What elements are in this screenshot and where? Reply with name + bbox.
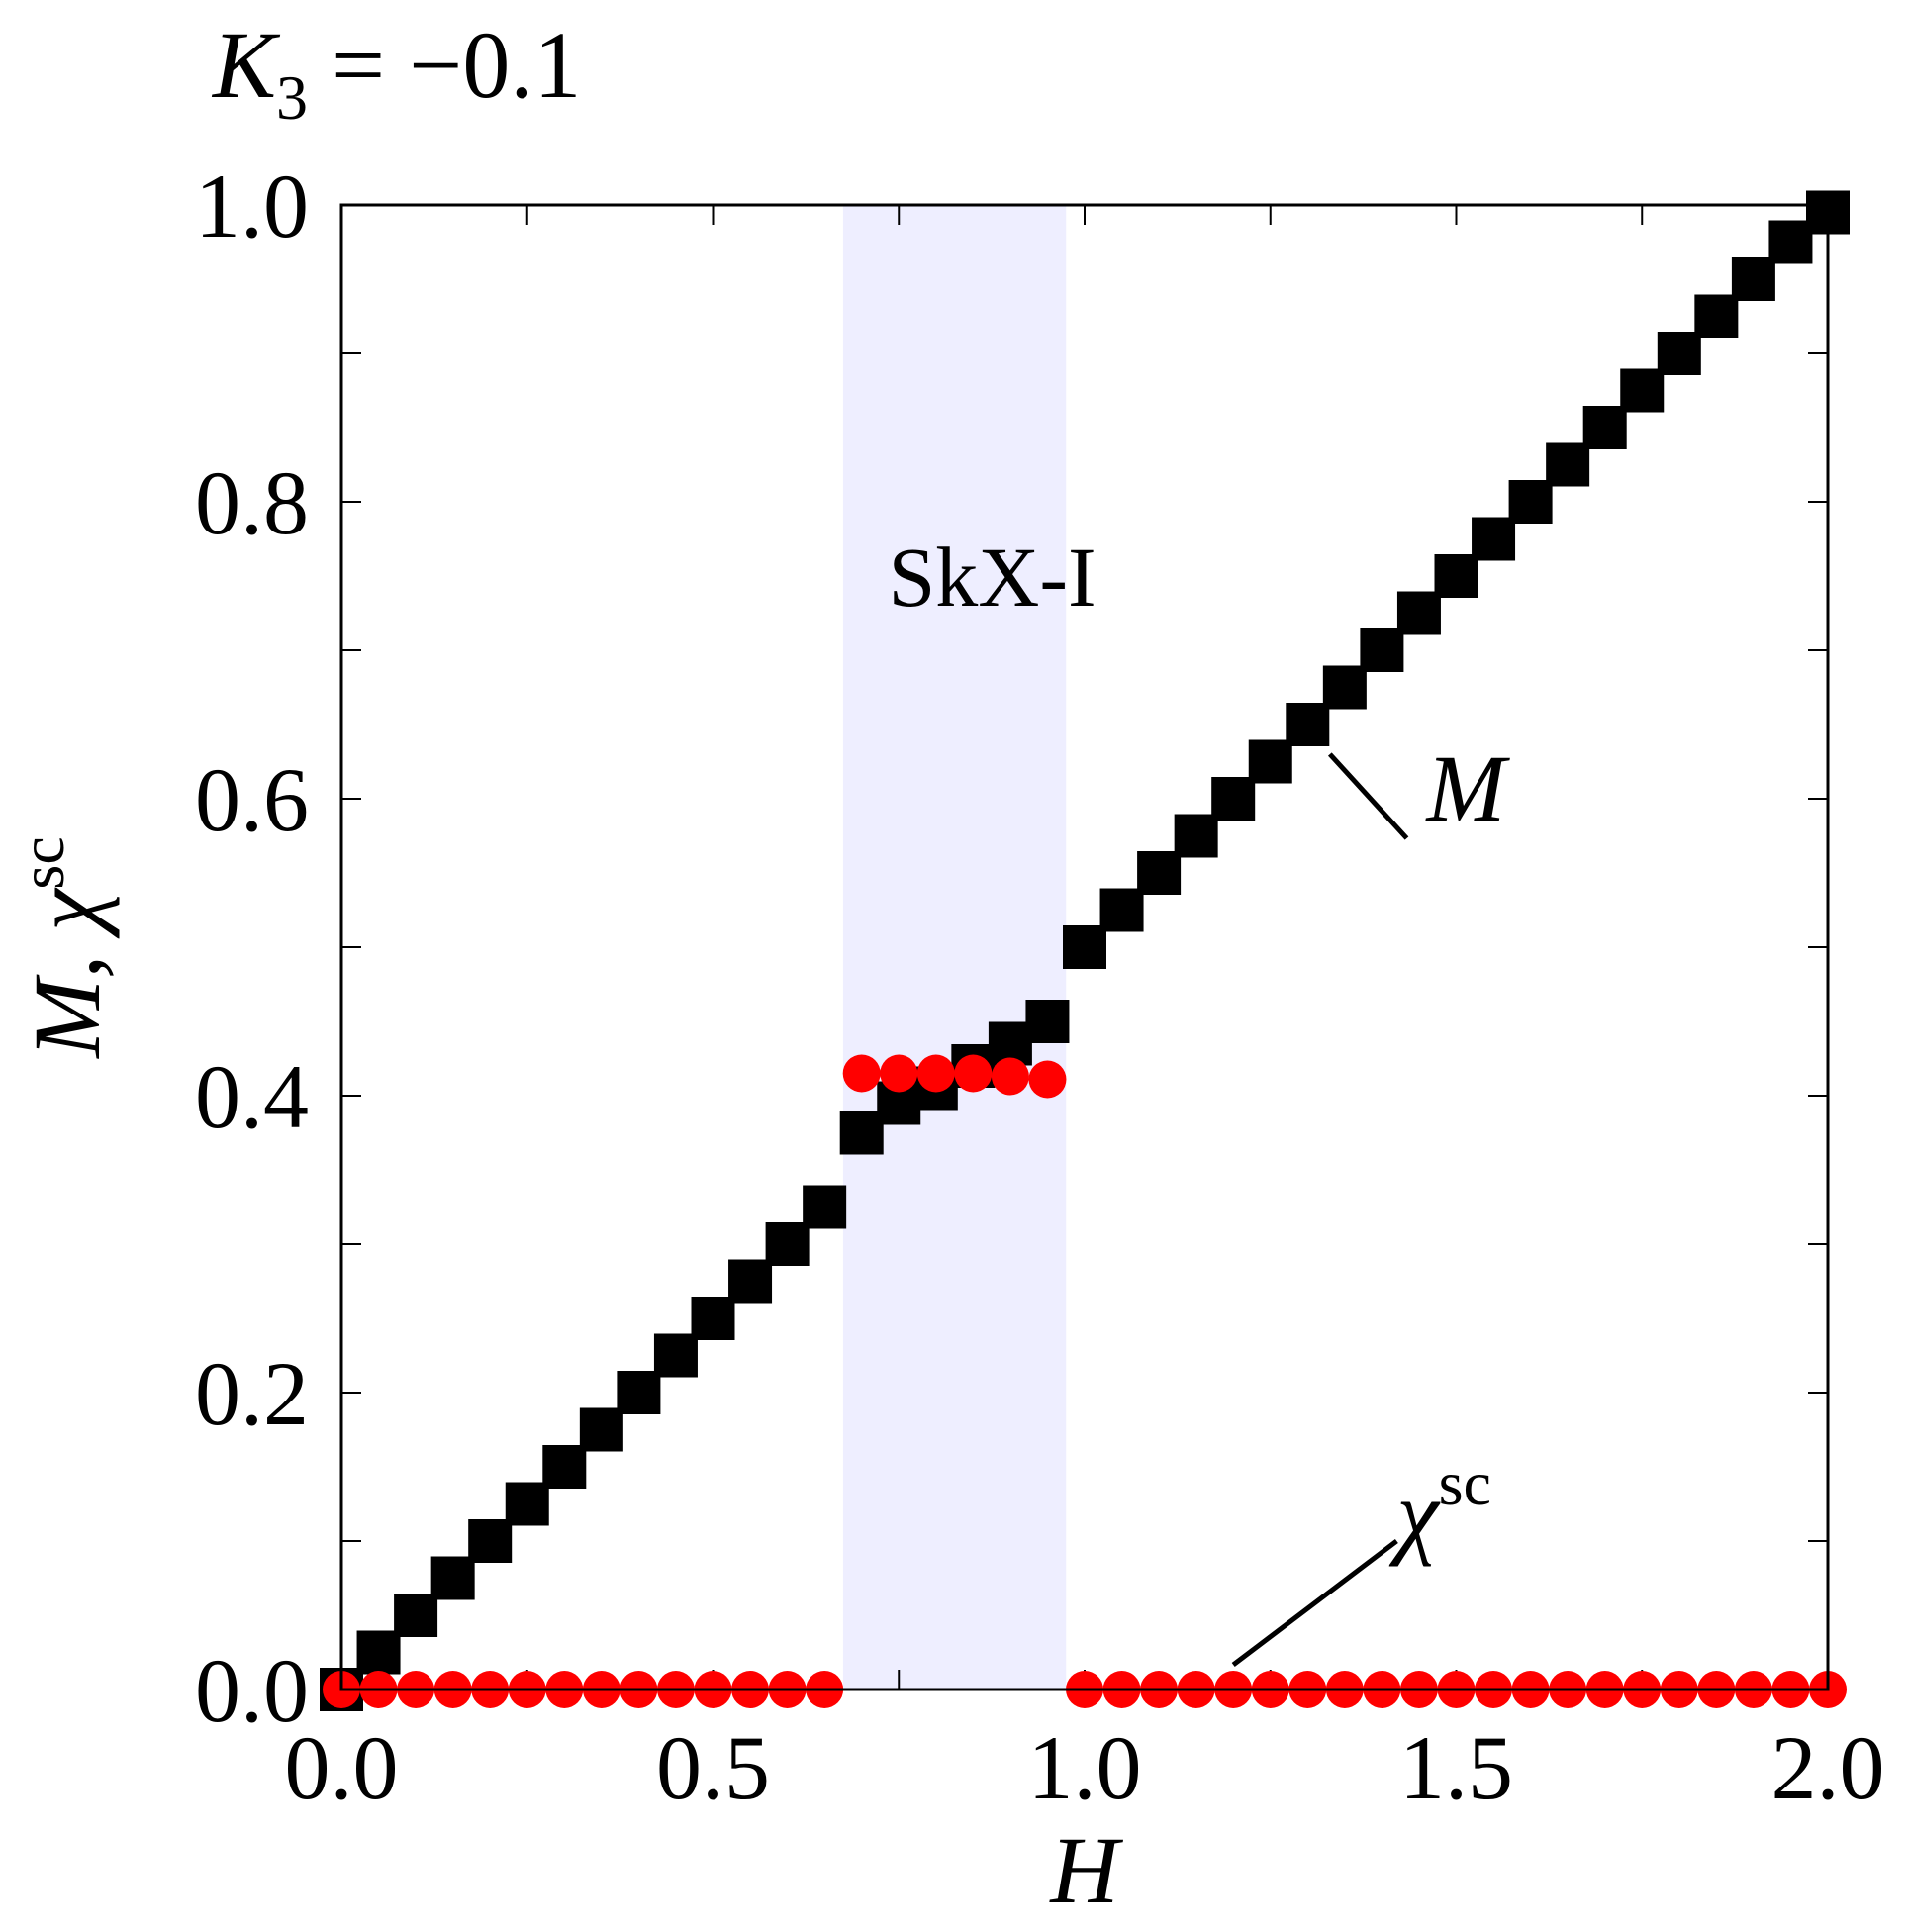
m-annotation-label: M xyxy=(1425,735,1511,841)
y-tick-label: 1.0 xyxy=(195,155,309,256)
m-point xyxy=(765,1222,810,1266)
chi-annotation-label: χsc xyxy=(1388,1448,1491,1567)
m-point xyxy=(617,1371,661,1414)
m-point xyxy=(505,1482,549,1526)
m-annotation-leader xyxy=(1327,752,1409,840)
m-point xyxy=(1582,406,1627,449)
x-tick-label: 0.0 xyxy=(285,1717,399,1818)
m-point xyxy=(1508,480,1553,524)
m-point xyxy=(1286,703,1330,746)
chi-point xyxy=(916,1054,955,1093)
parameter-label: K3 = −0.1 xyxy=(211,12,581,133)
chi-point xyxy=(1028,1060,1067,1099)
m-point xyxy=(1360,628,1404,672)
chi-point xyxy=(991,1057,1029,1096)
y-tick-label: 0.6 xyxy=(195,749,309,850)
x-tick-label: 2.0 xyxy=(1771,1717,1885,1818)
chi-annotation-leader xyxy=(1231,1539,1398,1667)
y-tick-label: 0.0 xyxy=(195,1640,309,1741)
skx-region-label: SkX-I xyxy=(888,530,1096,625)
m-point xyxy=(1657,332,1701,375)
m-point xyxy=(1768,220,1813,264)
m-point xyxy=(1694,294,1739,338)
y-tick-label: 0.4 xyxy=(195,1046,309,1147)
m-point xyxy=(468,1519,513,1563)
chi-point xyxy=(954,1054,993,1093)
m-point xyxy=(356,1630,401,1675)
m-point xyxy=(1099,888,1144,932)
m-point xyxy=(1211,777,1256,821)
chi-point xyxy=(842,1054,881,1093)
series-m xyxy=(320,190,1850,1711)
m-point xyxy=(1396,591,1441,635)
m-point xyxy=(1063,925,1106,969)
m-point xyxy=(1025,1000,1070,1043)
y-axis-label: M, χsc xyxy=(7,836,120,1060)
m-point xyxy=(1174,814,1218,858)
m-point xyxy=(1137,851,1182,895)
m-point xyxy=(1620,368,1665,413)
m-point xyxy=(1546,442,1590,487)
x-tick-label: 1.5 xyxy=(1399,1717,1513,1818)
m-point xyxy=(653,1333,698,1378)
m-point xyxy=(1322,665,1367,710)
m-point xyxy=(430,1556,475,1600)
m-point xyxy=(1731,257,1775,301)
axis-ticks: 0.0 0.5 1.0 1.5 2.0 0.0 0.2 0.4 0.6 0.8 1.0 xyxy=(195,155,1885,1818)
m-point xyxy=(839,1111,884,1155)
x-axis-label: H xyxy=(1048,1817,1123,1923)
series-chi xyxy=(323,1054,1847,1708)
y-tick-label: 0.8 xyxy=(195,452,309,553)
y-tick-label: 0.2 xyxy=(195,1343,309,1444)
m-point xyxy=(1434,554,1478,598)
m-point xyxy=(579,1407,623,1452)
m-point xyxy=(394,1594,438,1637)
plot-frame xyxy=(339,203,1830,1691)
m-point xyxy=(542,1445,587,1489)
x-tick-label: 1.0 xyxy=(1028,1717,1142,1818)
m-point xyxy=(803,1185,847,1229)
m-point xyxy=(1472,517,1516,561)
x-tick-label: 0.5 xyxy=(656,1717,770,1818)
m-point xyxy=(1248,739,1292,784)
skx-region xyxy=(842,205,1067,1690)
m-point xyxy=(691,1297,735,1340)
chi-point xyxy=(880,1054,918,1093)
m-point xyxy=(728,1259,773,1304)
